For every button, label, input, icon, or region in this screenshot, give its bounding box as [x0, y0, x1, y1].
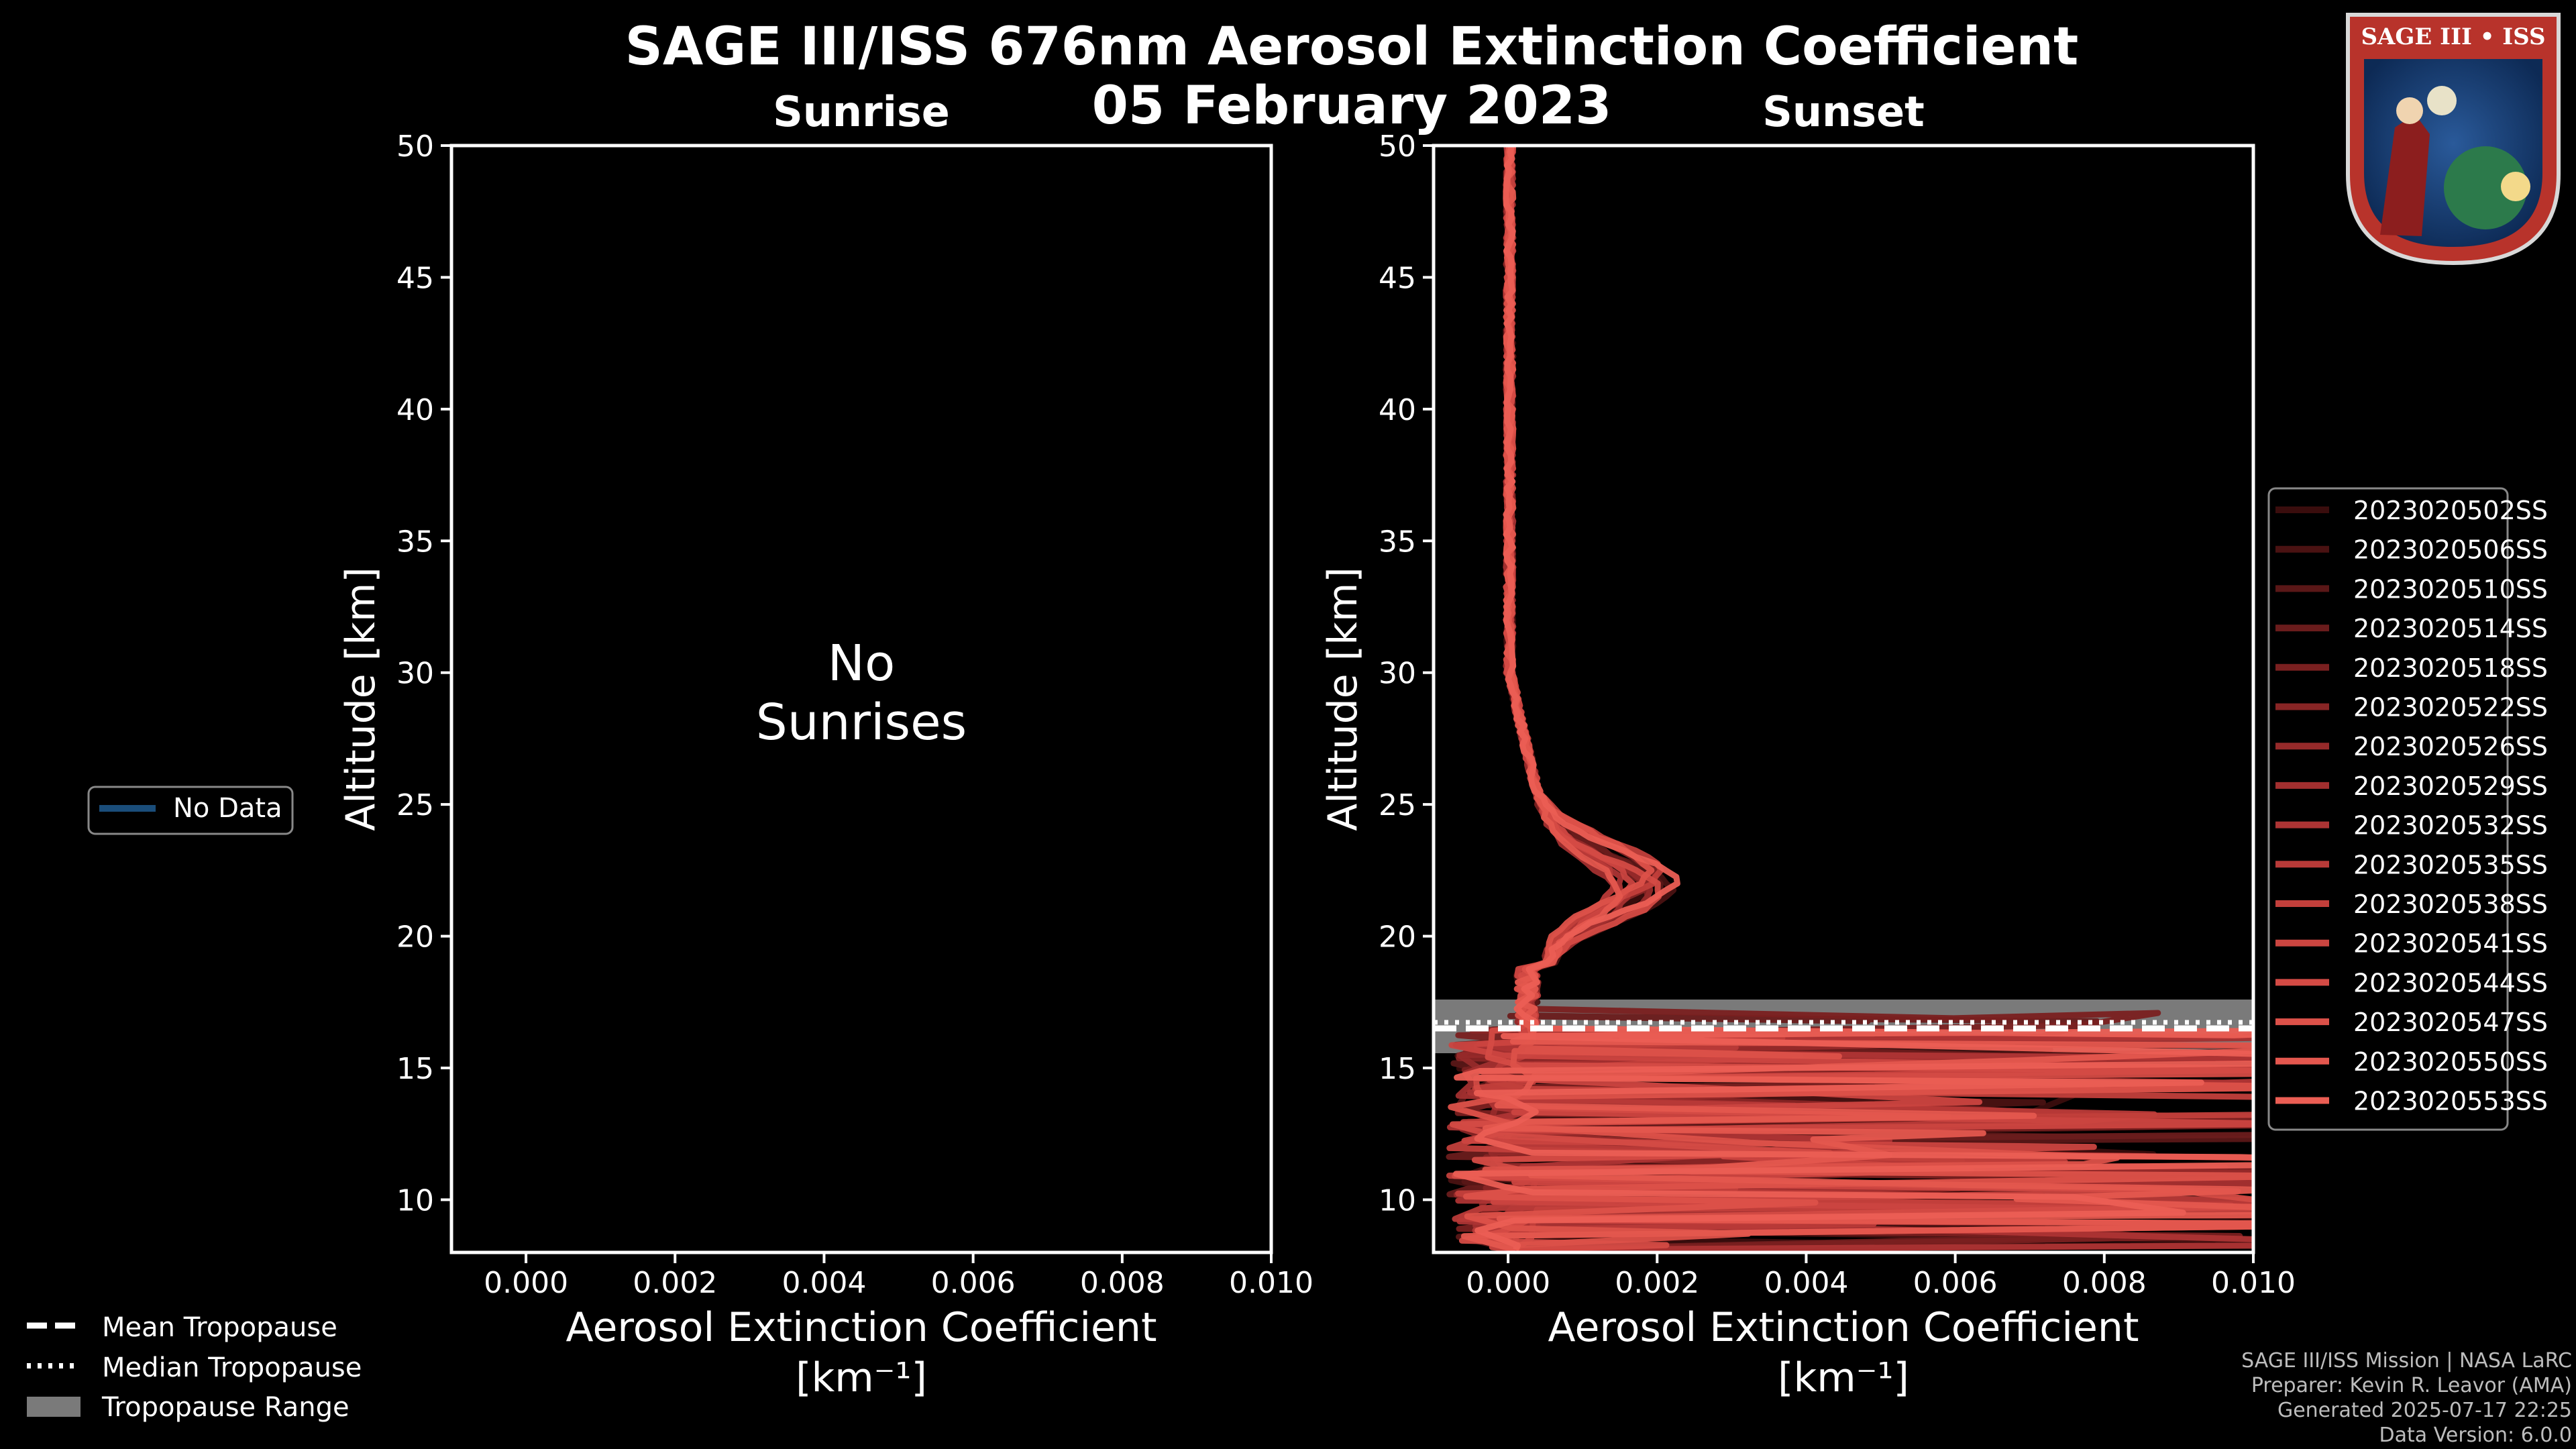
sunrise-y-tick-label: 35: [396, 525, 434, 559]
legend-label-2023020538SS: 2023020538SS: [2353, 890, 2548, 919]
sunrise-x-tick-label: 0.008: [1080, 1266, 1165, 1300]
legend-label-2023020553SS: 2023020553SS: [2353, 1087, 2548, 1116]
sunset-y-tick-label: 20: [1379, 920, 1416, 955]
legend-label-2023020514SS: 2023020514SS: [2353, 614, 2548, 643]
sunset-y-tick-label: 10: [1379, 1183, 1416, 1218]
sunset-y-tick-label: 15: [1379, 1052, 1416, 1086]
panel-title-sunset: Sunset: [1762, 87, 1925, 136]
earth-icon: [2444, 146, 2527, 229]
sunset-x-axis-unit: [km⁻¹]: [1778, 1354, 1909, 1401]
legend-label-2023020535SS: 2023020535SS: [2353, 850, 2548, 879]
sunset-y-axis-label: Altitude [km]: [1320, 567, 1366, 831]
sun-icon: [2501, 172, 2530, 201]
tropopause-legend: Mean Tropopause Median Tropopause Tropop…: [27, 1312, 362, 1423]
sunset-y-tick-label: 25: [1379, 788, 1416, 822]
mean-tropopause-label: Mean Tropopause: [102, 1312, 337, 1343]
tropopause-range-swatch: [27, 1397, 80, 1417]
sunrise-y-tick-label: 20: [396, 920, 434, 955]
sunrise-x-tick-label: 0.004: [782, 1266, 866, 1300]
profile-line-2023020553SS: [1453, 146, 2253, 1252]
sunrise-x-axis-unit: [km⁻¹]: [796, 1354, 927, 1401]
sunset-x-tick-label: 0.008: [2062, 1266, 2147, 1300]
sunrise-y-tick-label: 40: [396, 393, 434, 427]
footer-credits: SAGE III/ISS Mission | NASA LaRC Prepare…: [2241, 1348, 2572, 1448]
legend-label-2023020544SS: 2023020544SS: [2353, 968, 2548, 998]
sunset-x-tick-label: 0.004: [1764, 1266, 1848, 1300]
chart-title: SAGE III/ISS 676nm Aerosol Extinction Co…: [625, 17, 2079, 77]
sunrise-y-tick-label: 25: [396, 788, 434, 822]
sunrise-y-ticks: 10 15 20 25 30 35 40 45 50: [396, 129, 451, 1218]
sunrise-y-axis-label: Altitude [km]: [337, 567, 384, 831]
sunrise-x-ticks: 0.000 0.002 0.004 0.006 0.008 0.010: [484, 1252, 1313, 1300]
sage-iii-iss-logo: SAGE III • ISS: [2346, 13, 2561, 266]
tropopause-range-label: Tropopause Range: [101, 1392, 350, 1423]
sunrise-x-tick-label: 0.000: [484, 1266, 568, 1300]
chart-date: 05 February 2023: [1092, 76, 1612, 136]
legend-label-2023020541SS: 2023020541SS: [2353, 929, 2548, 959]
sunrise-x-tick-label: 0.006: [931, 1266, 1016, 1300]
legend-label-2023020532SS: 2023020532SS: [2353, 811, 2548, 841]
sunset-y-tick-label: 45: [1379, 261, 1416, 295]
sunrise-x-tick-label: 0.002: [633, 1266, 717, 1300]
sunset-y-tick-label: 40: [1379, 393, 1416, 427]
sunrise-no-data-line1: No: [828, 635, 896, 692]
sunset-x-ticks: 0.000 0.002 0.004 0.006 0.008 0.010: [1466, 1252, 2296, 1300]
moon-icon: [2427, 86, 2457, 115]
logo-text: SAGE III • ISS: [2361, 23, 2545, 50]
footer-mission: SAGE III/ISS Mission | NASA LaRC: [2241, 1349, 2572, 1373]
footer-generated: Generated 2025-07-17 22:25: [2277, 1399, 2572, 1422]
sunrise-x-tick-label: 0.010: [1229, 1266, 1313, 1300]
sunset-x-axis-label: Aerosol Extinction Coefficient: [1548, 1304, 2139, 1351]
sunset-legend: 2023020502SS 2023020506SS 2023020510SS 2023…: [2267, 487, 2548, 1131]
footer-version: Data Version: 6.0.0: [2379, 1424, 2572, 1447]
sunrise-y-tick-label: 30: [396, 657, 434, 691]
sunrise-no-data-line2: Sunrises: [756, 694, 967, 751]
sunset-profiles: [1446, 146, 2253, 1252]
no-data-legend: No Data: [87, 786, 294, 835]
sunset-x-tick-label: 0.006: [1913, 1266, 1998, 1300]
legend-label-2023020550SS: 2023020550SS: [2353, 1047, 2548, 1077]
sunrise-y-tick-label: 50: [396, 129, 434, 164]
sunset-x-tick-label: 0.000: [1466, 1266, 1550, 1300]
legend-label-2023020522SS: 2023020522SS: [2353, 693, 2548, 722]
legend-label-2023020518SS: 2023020518SS: [2353, 653, 2548, 683]
sunrise-plot-area: [449, 144, 1273, 1254]
legend-label-2023020547SS: 2023020547SS: [2353, 1008, 2548, 1037]
median-tropopause-label: Median Tropopause: [102, 1352, 362, 1383]
panel-title-sunrise: Sunrise: [773, 87, 950, 136]
sunset-y-tick-label: 50: [1379, 129, 1416, 164]
sunset-x-tick-label: 0.002: [1615, 1266, 1699, 1300]
legend-label-2023020510SS: 2023020510SS: [2353, 574, 2548, 604]
footer-preparer: Preparer: Kevin R. Leavor (AMA): [2251, 1374, 2572, 1397]
no-data-legend-label: No Data: [173, 793, 282, 824]
sunset-y-tick-label: 30: [1379, 657, 1416, 691]
sunrise-y-tick-label: 15: [396, 1052, 434, 1086]
legend-label-2023020526SS: 2023020526SS: [2353, 732, 2548, 761]
astronomer-icon: [2380, 114, 2430, 236]
sunrise-y-tick-label: 45: [396, 261, 434, 295]
sunset-y-tick-label: 35: [1379, 525, 1416, 559]
legend-label-2023020529SS: 2023020529SS: [2353, 771, 2548, 801]
sunrise-y-tick-label: 10: [396, 1183, 434, 1218]
sunrise-x-axis-label: Aerosol Extinction Coefficient: [566, 1304, 1157, 1351]
sunset-y-ticks: 10 15 20 25 30 35 40 45 50: [1379, 129, 1434, 1218]
sunset-x-tick-label: 0.010: [2211, 1266, 2296, 1300]
legend-label-2023020502SS: 2023020502SS: [2353, 496, 2548, 525]
legend-label-2023020506SS: 2023020506SS: [2353, 535, 2548, 565]
